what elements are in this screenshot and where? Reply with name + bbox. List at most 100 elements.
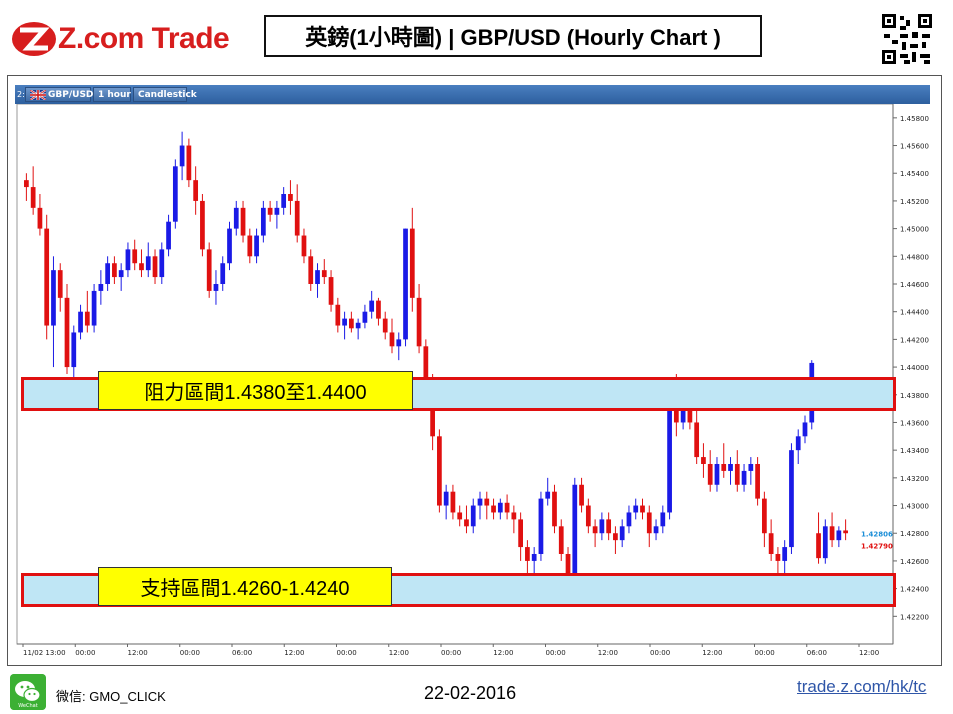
candle-body xyxy=(836,530,842,541)
x-tick-label: 12:00 xyxy=(702,649,722,657)
y-tick-label: 1.44000 xyxy=(900,364,929,372)
candle-body xyxy=(558,526,564,554)
x-tick-label: 12:00 xyxy=(284,649,304,657)
candle-body xyxy=(531,554,537,561)
candle-body xyxy=(416,297,422,347)
candle-body xyxy=(30,187,36,208)
candle-body xyxy=(267,207,273,215)
candle-body xyxy=(491,505,496,513)
candle-body xyxy=(680,401,686,423)
candle-body xyxy=(220,263,226,284)
candle-body xyxy=(301,235,307,257)
candle-body xyxy=(572,484,578,575)
candle-body xyxy=(734,464,740,485)
y-tick-label: 1.44400 xyxy=(900,309,929,317)
candle-body xyxy=(606,519,612,534)
candle-body xyxy=(172,166,178,222)
candle-body xyxy=(538,498,544,554)
candle-body xyxy=(701,457,706,464)
y-tick-label: 1.42400 xyxy=(900,586,929,594)
candle-body xyxy=(84,311,90,326)
candle-body xyxy=(125,249,131,271)
candle-body xyxy=(660,512,666,527)
candle-body xyxy=(511,512,517,520)
candle-body xyxy=(91,290,97,326)
y-tick-label: 1.43400 xyxy=(900,447,929,455)
y-tick-label: 1.45800 xyxy=(900,115,929,123)
candle-body xyxy=(64,297,70,368)
candle-body xyxy=(348,318,354,329)
candle-body xyxy=(802,422,808,437)
candle-body xyxy=(44,228,50,326)
candle-body xyxy=(193,180,199,201)
candle-body xyxy=(139,263,144,271)
timeframe-selector[interactable]: 1 hour xyxy=(93,87,131,102)
candle-body xyxy=(423,346,429,381)
candle-body xyxy=(504,502,510,513)
candle-body xyxy=(714,464,720,485)
uk-flag-icon xyxy=(30,89,46,100)
wechat-id: 微信: GMO_CLICK xyxy=(56,689,166,704)
candle-body xyxy=(112,263,117,278)
candle-body xyxy=(728,464,733,471)
candle-body xyxy=(240,207,246,236)
candle-body xyxy=(321,270,327,278)
candle-body xyxy=(389,332,395,347)
candle-body xyxy=(477,498,483,506)
candle-body xyxy=(552,491,557,527)
candle-body xyxy=(274,207,280,215)
x-tick-label: 06:00 xyxy=(807,649,827,657)
candle-body xyxy=(254,235,259,257)
candle-body xyxy=(382,318,388,333)
x-tick-label: 12:00 xyxy=(389,649,409,657)
candle-body xyxy=(443,491,449,506)
candle-body xyxy=(71,332,77,368)
chart-style-selector[interactable]: Candlestick xyxy=(133,87,197,102)
candle-body xyxy=(24,180,29,188)
candle-body xyxy=(200,200,205,250)
x-tick-label: 00:00 xyxy=(546,649,566,657)
candle-body xyxy=(362,311,368,323)
candle-body xyxy=(525,547,530,561)
y-tick-label: 1.45000 xyxy=(900,226,929,234)
candle-body xyxy=(57,270,63,298)
y-tick-label: 1.42600 xyxy=(900,558,929,566)
candle-body xyxy=(166,221,171,250)
candle-body xyxy=(294,200,300,236)
candle-body xyxy=(816,533,821,559)
candle-body xyxy=(585,505,591,527)
candle-body xyxy=(755,464,760,499)
report-date: 22-02-2016 xyxy=(424,683,517,703)
qr-code-icon xyxy=(880,12,934,66)
candle-body xyxy=(206,249,212,291)
candle-body xyxy=(342,318,347,326)
x-tick-label: 12:00 xyxy=(598,649,618,657)
candle-body xyxy=(789,450,794,548)
candle-body xyxy=(646,512,652,534)
candle-body xyxy=(843,530,848,534)
support-zone-label: 支持區間1.4260-1.4240 xyxy=(98,567,392,606)
candle-body xyxy=(105,263,111,284)
x-tick-label: 12:00 xyxy=(859,649,879,657)
symbol-selector[interactable]: GBP/USD xyxy=(25,87,93,102)
candle-body xyxy=(694,422,700,458)
candle-body xyxy=(328,277,334,305)
y-tick-label: 1.42800 xyxy=(900,530,929,538)
candle-body xyxy=(450,491,456,513)
candle-body xyxy=(233,207,239,229)
candle-body xyxy=(775,554,781,561)
candle-body xyxy=(152,256,158,278)
candle-body xyxy=(545,491,551,499)
candle-body xyxy=(396,339,402,347)
candle-body xyxy=(186,145,192,181)
y-tick-label: 1.43600 xyxy=(900,419,929,427)
candle-body xyxy=(707,464,713,485)
candle-body xyxy=(98,284,104,291)
candle-body xyxy=(159,249,165,278)
bid-price-label: 1.42806 xyxy=(861,530,893,538)
candle-body xyxy=(369,300,375,312)
y-tick-label: 1.45400 xyxy=(900,170,929,178)
candle-body xyxy=(470,505,476,527)
website-link[interactable]: trade.z.com/hk/tc xyxy=(797,677,927,696)
x-tick-label: 12:00 xyxy=(128,649,148,657)
